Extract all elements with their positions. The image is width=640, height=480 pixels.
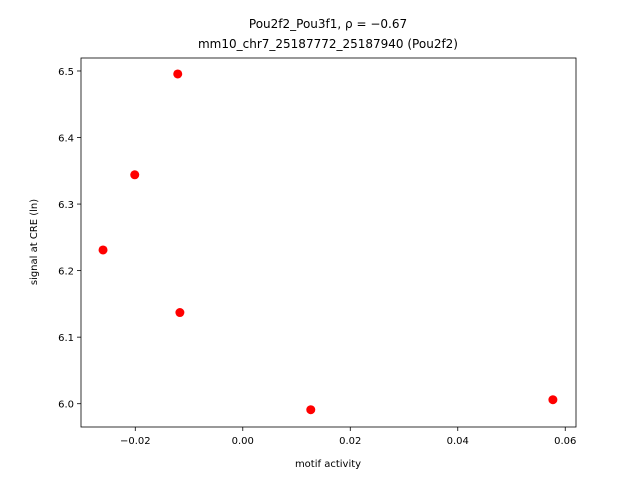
- plot-frame: [80, 57, 577, 428]
- x-axis-label: motif activity: [295, 459, 361, 470]
- x-tick-label: 0.06: [554, 436, 576, 447]
- x-tick-label: 0.00: [232, 436, 254, 447]
- x-tick-label: 0.04: [447, 436, 469, 447]
- y-tick-label: 6.0: [58, 400, 74, 411]
- point: [548, 395, 558, 405]
- chart-title: Pou2f2_Pou3f1, ρ = −0.67: [249, 17, 407, 31]
- chart-subtitle: mm10_chr7_25187772_25187940 (Pou2f2): [198, 37, 458, 51]
- y-tick-label: 6.4: [58, 134, 74, 145]
- point: [306, 405, 316, 415]
- y-tick-label: 6.3: [58, 200, 74, 211]
- point: [98, 245, 108, 255]
- point: [130, 170, 140, 180]
- point: [173, 69, 183, 79]
- x-tick-label: −0.02: [120, 436, 151, 447]
- point: [175, 308, 185, 318]
- y-tick-label: 6.1: [58, 333, 74, 344]
- y-tick-label: 6.2: [58, 267, 74, 278]
- y-tick-label: 6.5: [58, 67, 74, 78]
- x-tick-label: 0.02: [339, 436, 361, 447]
- y-axis-label: signal at CRE (ln): [29, 199, 40, 285]
